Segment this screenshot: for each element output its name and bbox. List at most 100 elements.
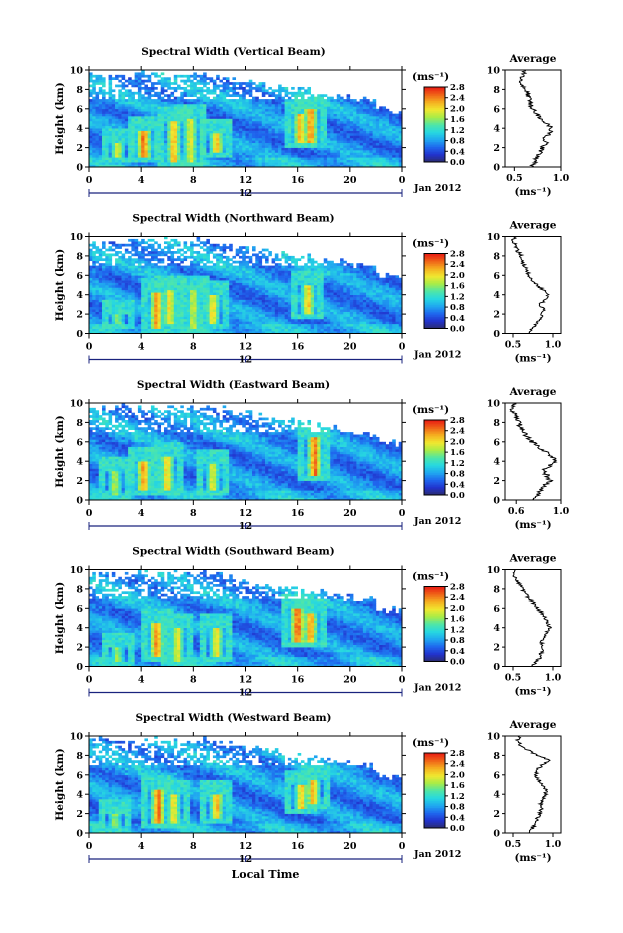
heatmap-cell: [171, 319, 175, 322]
heatmap-cell: [96, 109, 100, 112]
heatmap-cell: [171, 295, 175, 298]
heatmap-cell: [314, 145, 318, 148]
heatmap-cell: [210, 319, 214, 322]
heatmap-cell: [164, 119, 168, 122]
heatmap-cell: [102, 111, 106, 114]
heatmap-cell: [229, 283, 233, 286]
heatmap-cell: [99, 283, 103, 286]
heatmap-cell: [252, 319, 256, 322]
heatmap-cell: [255, 304, 259, 307]
heatmap-cell: [262, 114, 266, 117]
heatmap-cell: [350, 143, 354, 146]
heatmap-cell: [363, 140, 367, 143]
heatmap-cell: [180, 92, 184, 95]
heatmap-cell: [193, 329, 197, 332]
heatmap-cell: [125, 275, 129, 278]
heatmap-cell: [395, 145, 399, 148]
heatmap-cell: [259, 89, 263, 92]
heatmap-cell: [157, 280, 161, 283]
heatmap-cell: [275, 126, 279, 129]
heatmap-cell: [190, 152, 194, 155]
heatmap-cell: [197, 307, 201, 310]
heatmap-cell: [197, 258, 201, 261]
heatmap-cell: [190, 266, 194, 269]
heatmap-cell: [301, 152, 305, 155]
heatmap-cell: [324, 160, 328, 163]
heatmap-cell: [311, 155, 315, 158]
heatmap-cell: [239, 280, 243, 283]
heatmap-cell: [135, 148, 139, 151]
heatmap-cell: [265, 162, 269, 165]
heatmap-cell: [180, 116, 184, 119]
heatmap-cell: [151, 326, 155, 329]
heatmap-cell: [144, 75, 148, 78]
heatmap-cell: [187, 304, 191, 307]
heatmap-cell: [125, 131, 129, 134]
heatmap-cell: [200, 82, 204, 85]
heatmap-cell: [216, 77, 220, 80]
heatmap-cell: [148, 321, 152, 324]
heatmap-cell: [216, 312, 220, 315]
heatmap-cell: [363, 160, 367, 163]
heatmap-cell: [249, 148, 253, 151]
heatmap-cell: [340, 128, 344, 131]
heatmap-cell: [118, 145, 122, 148]
heatmap-cell: [373, 121, 377, 124]
heatmap-cell: [157, 138, 161, 141]
heatmap-cell: [206, 302, 210, 305]
heatmap-cell: [226, 297, 230, 300]
heatmap-cell: [115, 148, 119, 151]
heatmap-cell: [151, 143, 155, 146]
x-tick-label: 16: [291, 175, 305, 186]
heatmap-cell: [272, 131, 276, 134]
heatmap-cell: [144, 246, 148, 249]
heatmap-cell: [118, 148, 122, 151]
heatmap-cell: [278, 114, 282, 117]
heatmap-cell: [171, 324, 175, 327]
heatmap-cell: [232, 312, 236, 315]
heatmap-cell: [278, 152, 282, 155]
heatmap-cell: [122, 292, 126, 295]
heatmap-cell: [298, 152, 302, 155]
heatmap-cell: [89, 314, 93, 317]
heatmap-cell: [96, 278, 100, 281]
heatmap-cell: [118, 155, 122, 158]
heatmap-cell: [249, 140, 253, 143]
heatmap-cell: [89, 268, 93, 271]
heatmap-cell: [386, 123, 390, 126]
heatmap-cell: [347, 94, 351, 97]
heatmap-cell: [92, 280, 96, 283]
heatmap-cell: [291, 135, 295, 138]
heatmap-cell: [360, 121, 364, 124]
heatmap-cell: [232, 126, 236, 129]
heatmap-cell: [141, 152, 145, 155]
heatmap-cell: [340, 99, 344, 102]
heatmap-cell: [89, 273, 93, 276]
heatmap-cell: [363, 126, 367, 129]
heatmap-cell: [203, 268, 207, 271]
heatmap-cell: [180, 104, 184, 107]
heatmap-cell: [105, 317, 109, 320]
heatmap-cell: [102, 116, 106, 119]
heatmap-cell: [161, 126, 165, 129]
heatmap-cell: [206, 102, 210, 105]
heatmap-cell: [197, 104, 201, 107]
heatmap-cell: [213, 268, 217, 271]
heatmap-cell: [180, 275, 184, 278]
heatmap-cell: [246, 285, 250, 288]
heatmap-cell: [281, 121, 285, 124]
heatmap-cell: [239, 106, 243, 109]
heatmap-cell: [128, 121, 132, 124]
heatmap-cell: [288, 135, 292, 138]
heatmap-cell: [285, 106, 289, 109]
heatmap-cell: [206, 290, 210, 293]
heatmap-cell: [151, 287, 155, 290]
heatmap-cell: [272, 99, 276, 102]
heatmap-cell: [105, 307, 109, 310]
heatmap-cell: [171, 145, 175, 148]
heatmap-cell: [190, 317, 194, 320]
heatmap-cell: [135, 319, 139, 322]
heatmap-cell: [171, 157, 175, 160]
heatmap-cell: [141, 148, 145, 151]
heatmap-cell: [294, 138, 298, 141]
